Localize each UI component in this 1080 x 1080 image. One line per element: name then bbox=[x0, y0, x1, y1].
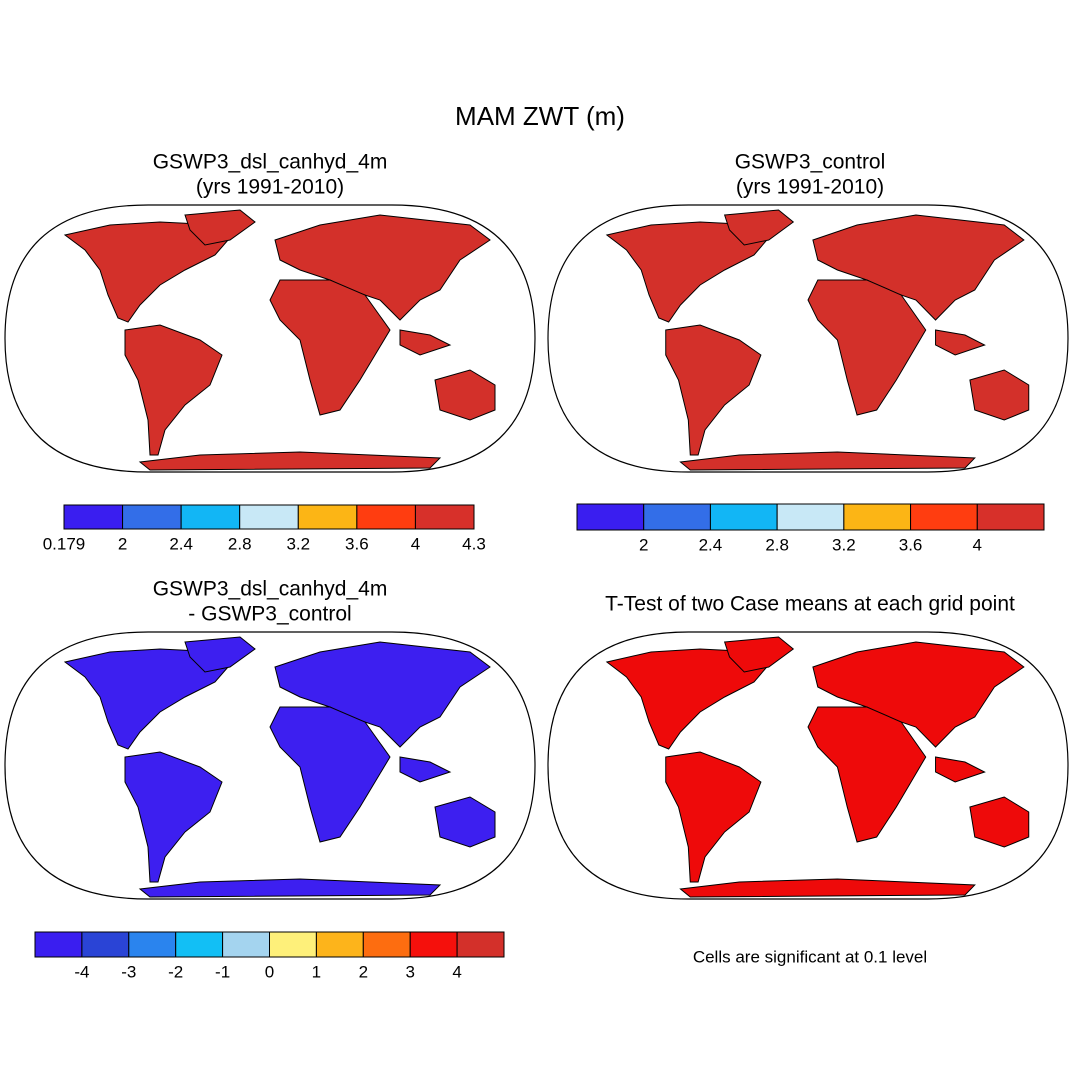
land bbox=[812, 641, 1025, 748]
colorbar-box bbox=[643, 503, 711, 531]
map-panel bbox=[547, 631, 1069, 900]
land bbox=[807, 279, 927, 416]
land bbox=[274, 214, 491, 321]
colorbar-box bbox=[976, 503, 1045, 531]
land bbox=[665, 324, 762, 456]
land bbox=[605, 221, 775, 323]
colorbar-box bbox=[34, 931, 83, 958]
land bbox=[63, 221, 236, 323]
land bbox=[679, 451, 976, 471]
colorbar-label: 1 bbox=[312, 962, 321, 981]
land bbox=[969, 369, 1030, 421]
colorbar-box bbox=[239, 504, 299, 530]
colorbar-label: 3.6 bbox=[899, 535, 923, 554]
land bbox=[665, 751, 762, 883]
colorbar-box bbox=[910, 503, 978, 531]
colorbar-label: 4 bbox=[452, 962, 461, 981]
colorbar-box bbox=[576, 503, 645, 531]
colorbar-label: 3.2 bbox=[286, 534, 310, 553]
colorbar-label: 2.8 bbox=[228, 534, 252, 553]
colorbar-label: -4 bbox=[74, 962, 89, 981]
land bbox=[138, 878, 442, 898]
land bbox=[434, 369, 496, 421]
land bbox=[812, 214, 1025, 321]
colorbar-box bbox=[128, 931, 177, 958]
colorbar-box bbox=[81, 931, 130, 958]
colorbar-label: 0 bbox=[265, 962, 274, 981]
land bbox=[605, 648, 775, 750]
colorbar-box bbox=[175, 931, 224, 958]
land bbox=[63, 648, 236, 750]
colorbar-box bbox=[409, 931, 458, 958]
panel-title: T-Test of two Case means at each grid po… bbox=[605, 593, 1015, 616]
land bbox=[807, 706, 927, 843]
land bbox=[269, 279, 391, 416]
colorbar-label: 3 bbox=[405, 962, 414, 981]
colorbar-label: -1 bbox=[215, 962, 230, 981]
land bbox=[269, 706, 391, 843]
colorbar-box bbox=[414, 504, 475, 530]
land bbox=[969, 796, 1030, 848]
figure-title: MAM ZWT (m) bbox=[455, 101, 625, 131]
panel-subtitle: (yrs 1991-2010) bbox=[736, 176, 884, 199]
colorbar-label: 3.6 bbox=[345, 534, 369, 553]
land bbox=[184, 636, 256, 673]
map-panel bbox=[4, 631, 536, 900]
land bbox=[723, 636, 795, 673]
land bbox=[935, 756, 986, 783]
colorbar-label: 4 bbox=[411, 534, 420, 553]
land bbox=[124, 324, 223, 456]
land bbox=[723, 209, 795, 246]
colorbar-label: 2.4 bbox=[169, 534, 193, 553]
colorbar-box bbox=[297, 504, 358, 530]
colorbar-box bbox=[269, 931, 317, 958]
colorbar-label: 2.8 bbox=[765, 535, 789, 554]
land bbox=[184, 209, 256, 246]
panel-subtitle: (yrs 1991-2010) bbox=[196, 176, 344, 199]
colorbar-label: 2 bbox=[359, 962, 368, 981]
land bbox=[679, 878, 976, 898]
land bbox=[124, 751, 223, 883]
colorbar-box bbox=[456, 931, 505, 958]
land bbox=[399, 329, 452, 356]
colorbar-box bbox=[776, 503, 845, 531]
panel-note: Cells are significant at 0.1 level bbox=[693, 947, 927, 966]
colorbar-box bbox=[843, 503, 912, 531]
colorbar-box bbox=[356, 504, 416, 530]
colorbar-box bbox=[709, 503, 778, 531]
panel-title: GSWP3_dsl_canhyd_4m bbox=[153, 151, 388, 174]
panel-subtitle: - GSWP3_control bbox=[188, 603, 351, 626]
colorbar-label: 2.4 bbox=[699, 535, 723, 554]
colorbar-box bbox=[122, 504, 182, 530]
colorbar-label: 2 bbox=[639, 535, 648, 554]
panel-title: GSWP3_control bbox=[735, 151, 886, 174]
colorbar-label: 4 bbox=[973, 535, 982, 554]
colorbar-label: -2 bbox=[168, 962, 183, 981]
colorbar-box bbox=[315, 931, 364, 958]
land bbox=[274, 641, 491, 748]
land bbox=[434, 796, 496, 848]
colorbar-label: 2 bbox=[118, 534, 127, 553]
colorbar-box bbox=[63, 504, 124, 530]
colorbar-box bbox=[222, 931, 271, 958]
panel-title: GSWP3_dsl_canhyd_4m bbox=[153, 578, 388, 601]
colorbar-box bbox=[180, 504, 241, 530]
land bbox=[399, 756, 452, 783]
land bbox=[935, 329, 986, 356]
land bbox=[138, 451, 442, 471]
map-panel bbox=[547, 204, 1069, 473]
colorbar-label: 0.179 bbox=[43, 534, 86, 553]
colorbar-label: 3.2 bbox=[832, 535, 856, 554]
colorbar-label: 4.3 bbox=[462, 534, 486, 553]
colorbar-box bbox=[362, 931, 411, 958]
map-panel bbox=[4, 204, 536, 473]
colorbar-label: -3 bbox=[121, 962, 136, 981]
